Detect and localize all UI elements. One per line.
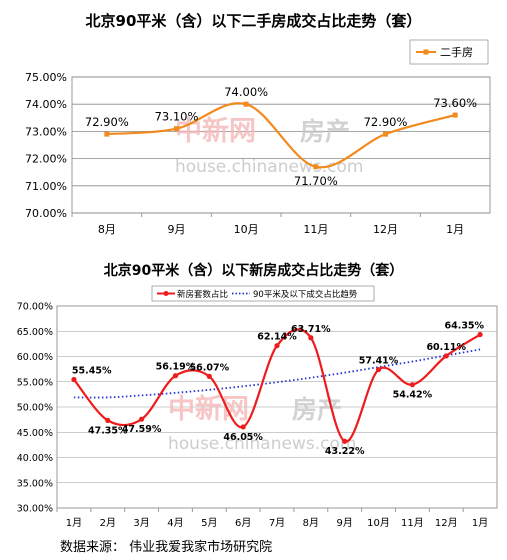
data-label: 73.60%: [433, 96, 477, 110]
y-tick-label-2: 55.00%: [17, 377, 53, 388]
data-point: [375, 366, 382, 373]
data-label: 47.59%: [122, 424, 162, 435]
data-label: 56.19%: [156, 362, 196, 373]
data-label: 62.14%: [257, 332, 297, 343]
y-tick-label-1: 74.00%: [25, 98, 67, 111]
watermark-url: house.chinanews.com: [175, 157, 363, 177]
x-tick-label-1: 10月: [234, 223, 259, 236]
x-tick-label-1: 8月: [98, 223, 116, 236]
y-tick-label-2: 40.00%: [17, 453, 53, 464]
data-point: [313, 164, 319, 170]
data-label: 64.35%: [444, 321, 484, 332]
data-point: [342, 438, 348, 444]
data-point: [105, 417, 111, 423]
watermark-logo: 中新网: [168, 393, 249, 425]
legend-marker: [163, 291, 169, 296]
x-tick-label-2: 1月: [472, 517, 488, 529]
x-tick-label-2: 10月: [367, 517, 390, 529]
legend-marker: [423, 49, 429, 55]
data-label: 43.22%: [325, 446, 365, 457]
data-label: 57.41%: [359, 356, 399, 367]
y-tick-label-2: 30.00%: [17, 504, 53, 515]
x-tick-label-2: 8月: [303, 517, 319, 529]
watermark-logo: 中新网: [175, 115, 256, 147]
data-point: [240, 424, 246, 430]
data-label: 55.45%: [72, 365, 112, 376]
data-label: 71.70%: [294, 174, 338, 188]
data-label: 74.00%: [224, 85, 268, 99]
y-tick-label-1: 75.00%: [25, 71, 67, 84]
x-tick-label-2: 1月: [66, 517, 82, 529]
data-point: [104, 131, 110, 137]
data-point: [308, 335, 314, 341]
data-label: 72.90%: [364, 115, 408, 129]
data-point: [452, 112, 458, 118]
x-tick-label-1: 9月: [168, 223, 186, 236]
data-label: 47.35%: [88, 425, 128, 436]
data-label: 54.42%: [393, 390, 433, 401]
x-tick-label-2: 5月: [201, 517, 217, 529]
x-tick-label-2: 11月: [401, 517, 424, 529]
data-label: 56.07%: [190, 362, 230, 373]
y-tick-label-1: 71.00%: [25, 180, 67, 193]
data-point: [383, 131, 388, 137]
data-label: 72.90%: [85, 115, 129, 129]
plot-area-1: [71, 76, 491, 214]
data-point: [274, 343, 280, 349]
x-tick-label-2: 2月: [100, 517, 116, 529]
source-note: 数据来源： 伟业我爱我家市场研究院: [60, 540, 273, 555]
y-tick-label-1: 73.00%: [25, 125, 67, 138]
legend-box-2: [151, 285, 375, 302]
legend-label: 二手房: [440, 45, 473, 59]
x-tick-label-1: 11月: [303, 223, 328, 236]
legend-label: 新房套数占比: [177, 289, 228, 300]
y-tick-label-2: 70.00%: [17, 302, 53, 313]
x-tick-label-2: 4月: [167, 517, 183, 529]
data-point: [443, 353, 449, 359]
data-label: 63.71%: [291, 324, 331, 335]
data-point: [243, 101, 249, 107]
data-point: [174, 126, 179, 132]
x-tick-label-1: 12月: [373, 223, 398, 236]
data-point: [172, 373, 179, 379]
data-label: 73.10%: [155, 110, 199, 124]
y-tick-label-2: 45.00%: [17, 428, 53, 439]
x-tick-label-1: 1月: [446, 223, 464, 236]
x-tick-label-2: 9月: [337, 517, 353, 529]
watermark-url: house.chinanews.com: [168, 434, 356, 454]
data-point: [206, 373, 212, 379]
series-line-trend: [73, 348, 481, 399]
x-tick-label-2: 12月: [435, 517, 458, 529]
y-tick-label-2: 60.00%: [17, 352, 53, 363]
x-tick-label-2: 3月: [133, 517, 149, 529]
data-point: [139, 416, 145, 422]
y-tick-label-2: 50.00%: [17, 403, 53, 414]
chart-1-title: 北京90平米（含）以下二手房成交占比走势（套）: [85, 12, 422, 30]
y-tick-label-1: 70.00%: [25, 207, 67, 220]
watermark-logo: 房产: [300, 117, 350, 146]
legend-label: 90平米及以下成交占比趋势: [253, 289, 358, 300]
y-tick-label-2: 35.00%: [17, 478, 53, 489]
y-tick-label-2: 65.00%: [17, 327, 53, 338]
x-tick-label-2: 6月: [235, 517, 251, 529]
data-point: [477, 331, 483, 338]
y-tick-label-1: 72.00%: [25, 153, 67, 166]
data-point: [71, 376, 77, 383]
x-tick-label-2: 7月: [269, 517, 285, 529]
data-label: 60.11%: [426, 342, 466, 353]
data-label: 46.05%: [223, 432, 263, 443]
data-point: [409, 382, 415, 388]
chart-2-title: 北京90平米（含）以下新房成交占比走势（套）: [103, 263, 404, 279]
